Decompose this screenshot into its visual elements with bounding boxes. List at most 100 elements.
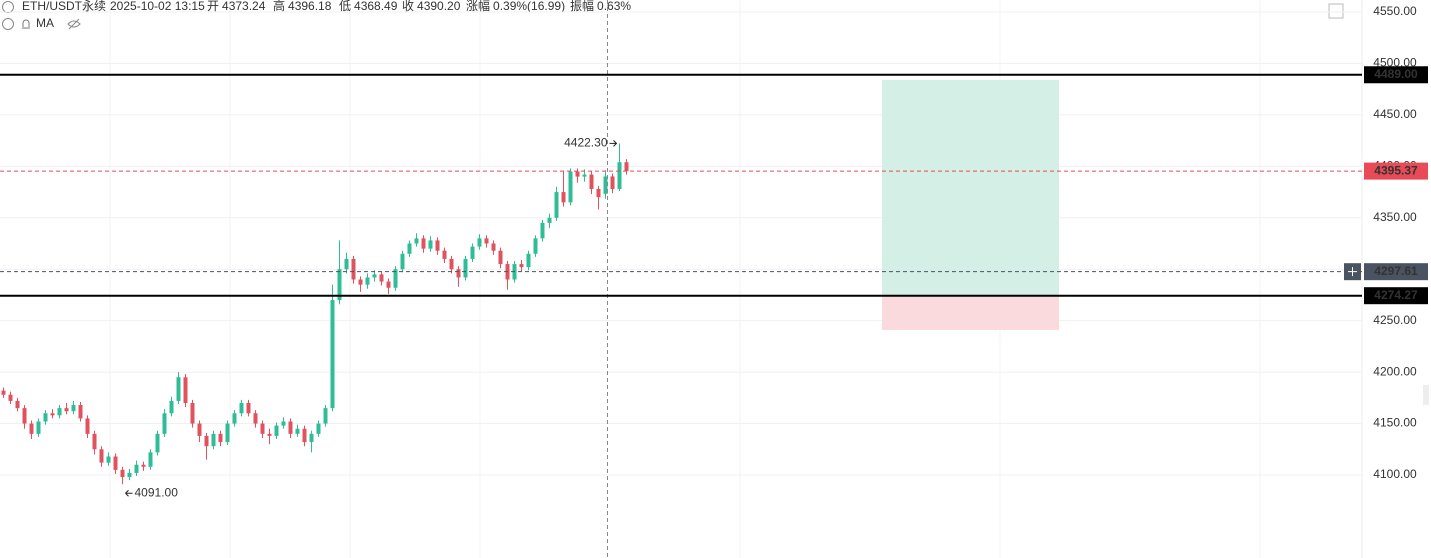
candle-body — [162, 413, 167, 434]
candle-body — [610, 176, 615, 189]
candle-body — [99, 449, 104, 463]
candle-body — [253, 413, 258, 424]
candle-body — [134, 464, 139, 473]
candle-body — [589, 174, 594, 189]
price-tag-label: 4274.27 — [1374, 288, 1418, 302]
candle-body — [484, 238, 489, 244]
candle-body — [15, 400, 20, 409]
candle-body — [197, 423, 202, 436]
candle-body — [330, 300, 335, 409]
candle-body — [624, 162, 629, 172]
candle-body — [218, 433, 223, 443]
candle-body — [561, 192, 566, 203]
price-tag-label: 4489.00 — [1374, 67, 1418, 81]
loss-zone — [882, 295, 1059, 330]
field-label: 收 — [402, 0, 414, 13]
hide-icon[interactable] — [67, 18, 81, 30]
y-tick-label: 4250.00 — [1373, 313, 1417, 327]
candle-body — [323, 408, 328, 424]
candle-body — [379, 274, 384, 282]
field-value: 4390.20 — [417, 0, 461, 13]
price-tag — [1364, 263, 1428, 281]
candle-body — [85, 418, 90, 434]
marker-arrow — [609, 140, 618, 147]
candle-body — [260, 423, 265, 434]
candle-body — [393, 269, 398, 288]
symbol: ETH/USDT永续 — [22, 0, 106, 13]
candle-body — [8, 394, 13, 401]
candle-body — [50, 413, 55, 416]
candle-body — [498, 250, 503, 265]
low-marker-label: 4091.00 — [135, 485, 179, 499]
y-tick-label: 4200.00 — [1373, 364, 1417, 378]
y-tick-label: 4150.00 — [1373, 416, 1417, 430]
field-label: 低 — [339, 0, 351, 13]
candle-body — [190, 402, 195, 424]
candle-body — [302, 428, 307, 443]
candle-body — [421, 238, 426, 249]
candle-body — [309, 433, 314, 443]
field-label: 高 — [273, 0, 285, 13]
candle-body — [1, 390, 6, 395]
candle-body — [246, 402, 251, 414]
candle-body — [533, 238, 538, 254]
candle-body — [155, 433, 160, 453]
candle-body — [281, 421, 286, 426]
candle-body — [22, 408, 27, 424]
candle-body — [575, 171, 580, 177]
candle-body — [106, 456, 111, 463]
candle-body — [43, 413, 48, 422]
candle-body — [127, 472, 132, 478]
candle-body — [288, 421, 293, 434]
alert-icon[interactable] — [22, 19, 30, 29]
candle-body — [435, 240, 440, 251]
candle-body — [232, 413, 237, 424]
candle-body — [295, 428, 300, 434]
candle-body — [554, 192, 559, 218]
candle-body — [358, 279, 363, 285]
candle-body — [113, 456, 118, 470]
candle-body — [596, 188, 601, 198]
candle-body — [316, 423, 321, 434]
indicator[interactable]: MA — [36, 16, 54, 30]
candle-body — [540, 222, 545, 239]
collapse-icon[interactable] — [2, 18, 14, 30]
candle-body — [547, 217, 552, 223]
candle-body — [463, 258, 468, 278]
side-handle[interactable] — [1423, 385, 1429, 405]
y-tick-label: 4350.00 — [1373, 210, 1417, 224]
candle-body — [36, 421, 41, 434]
field-label: 涨幅 — [466, 0, 490, 13]
candle-body — [456, 269, 461, 278]
candle-body — [617, 162, 622, 189]
field-value: 0.63% — [597, 0, 631, 13]
candle-body — [428, 240, 433, 249]
candle-body — [568, 171, 573, 203]
candle-body — [148, 452, 153, 467]
candle-body — [92, 433, 97, 450]
candle-body — [239, 402, 244, 414]
time: 2025-10-02 13:15 — [110, 0, 205, 13]
candle-body — [582, 174, 587, 177]
add-icon — [1348, 267, 1357, 277]
candle-body — [603, 176, 608, 194]
candle-body — [274, 425, 279, 436]
candle-body — [470, 246, 475, 259]
candle-body — [169, 400, 174, 414]
candle-body — [519, 264, 524, 268]
field-label: 振幅 — [570, 0, 594, 13]
candle-body — [372, 274, 377, 278]
candle-body — [344, 258, 349, 270]
candle-body — [141, 464, 146, 467]
y-tick-label: 4500.00 — [1373, 56, 1417, 70]
field-value: 4368.49 — [354, 0, 398, 13]
y-tick-label: 4550.00 — [1373, 4, 1417, 18]
field-label: 开 — [207, 0, 219, 13]
expand-icon[interactable] — [1328, 3, 1344, 19]
price-tag-label: 4297.61 — [1374, 264, 1418, 278]
candle-body — [204, 435, 209, 447]
candle-body — [176, 377, 181, 401]
